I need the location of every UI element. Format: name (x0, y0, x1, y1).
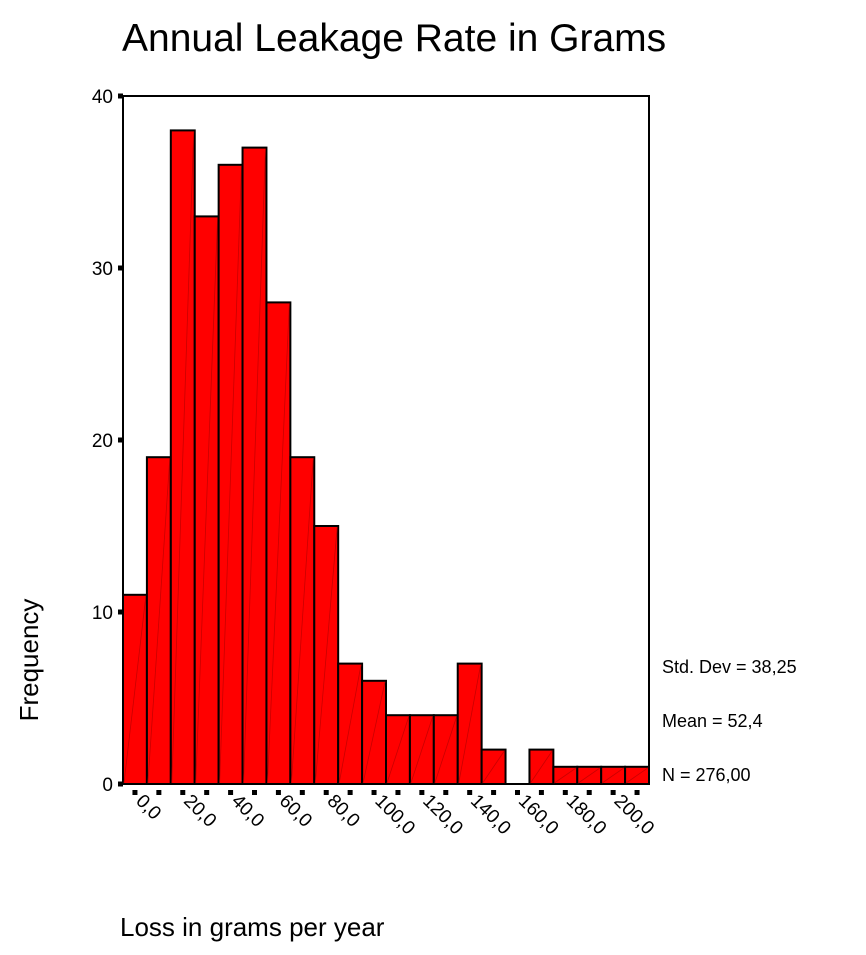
bar-hatch-line (601, 767, 625, 784)
x-tick-label: 40,0 (227, 791, 268, 832)
x-axis: 0,0 20,0 40,0 60,0 80,0 100,0 120,0 140,0 160,0 1… (131, 790, 658, 839)
y-tick-mark (118, 437, 123, 443)
x-tick-label: 180,0 (562, 791, 610, 839)
bar-hatch-line (410, 716, 434, 784)
mean-stat: Mean = 52,4 (662, 711, 763, 731)
chart-title: Annual Leakage Rate in Grams (122, 17, 666, 60)
y-tick-label: 10 (92, 603, 113, 624)
x-tick-mark (180, 790, 186, 795)
bar-hatch-line (554, 767, 577, 784)
y-tick-label: 0 (102, 775, 113, 796)
bar-hatch-line (219, 165, 242, 784)
bar-hatch-line (171, 131, 195, 784)
y-tick-mark (118, 781, 123, 787)
x-tick-mark (610, 790, 616, 795)
x-tick-mark (467, 790, 473, 795)
bar-hatch-line (386, 716, 410, 784)
bar-hatch-line (482, 750, 505, 784)
x-tick-mark (299, 790, 305, 795)
y-axis-label: Frequency (14, 599, 44, 722)
bar-hatch-line (195, 217, 219, 784)
x-tick-mark (228, 790, 234, 795)
x-tick-mark (204, 790, 210, 795)
bar-hatch-line (338, 664, 362, 784)
bar-hatch-line (243, 148, 266, 784)
x-tick-mark (491, 790, 497, 795)
y-tick-mark (118, 265, 123, 271)
x-tick-mark (538, 790, 544, 795)
bars-group (122, 129, 650, 786)
bar-hatch-line (578, 767, 601, 784)
bar-hatch-line (314, 526, 338, 784)
bar-hatch-line (290, 458, 314, 784)
x-tick-mark (419, 790, 425, 795)
x-tick-mark (515, 790, 520, 795)
bar-hatch-line (362, 681, 386, 784)
x-axis-label: Loss in grams per year (120, 912, 385, 942)
x-tick-mark (562, 790, 568, 795)
x-tick-label: 140,0 (466, 791, 514, 839)
y-axis: 0 10 20 30 40 (92, 87, 123, 796)
bar-hatch-line (458, 664, 482, 784)
x-tick-mark (395, 790, 401, 795)
x-tick-label: 120,0 (418, 791, 466, 839)
x-tick-label: 160,0 (514, 791, 562, 839)
x-tick-mark (443, 790, 449, 795)
bar-hatch-line (123, 595, 147, 784)
y-tick-mark (118, 609, 123, 615)
y-tick-mark (118, 93, 123, 99)
x-tick-mark (347, 790, 353, 795)
bar-hatch-line (147, 458, 171, 784)
x-tick-mark (132, 790, 138, 795)
x-tick-label: 80,0 (323, 791, 364, 832)
x-tick-label: 200,0 (610, 791, 658, 839)
x-tick-mark (275, 790, 281, 795)
bar-hatch-line (530, 750, 553, 784)
x-tick-mark (371, 790, 377, 795)
bar-hatch-line (625, 767, 649, 784)
x-tick-mark (634, 790, 640, 795)
bar-hatch-line (434, 716, 458, 784)
bar-hatch-line (267, 303, 290, 784)
y-tick-label: 30 (92, 259, 113, 280)
x-tick-mark (252, 790, 257, 795)
x-tick-mark (323, 790, 329, 795)
x-tick-mark (156, 790, 162, 795)
x-tick-label: 20,0 (179, 791, 220, 832)
n-stat: N = 276,00 (662, 765, 751, 785)
y-tick-label: 20 (92, 431, 113, 452)
std-dev-stat: Std. Dev = 38,25 (662, 657, 797, 677)
x-tick-label: 60,0 (275, 791, 316, 832)
x-tick-label: 100,0 (371, 791, 419, 839)
x-tick-label: 0,0 (131, 791, 165, 825)
x-tick-mark (586, 790, 592, 795)
y-tick-label: 40 (92, 87, 113, 108)
